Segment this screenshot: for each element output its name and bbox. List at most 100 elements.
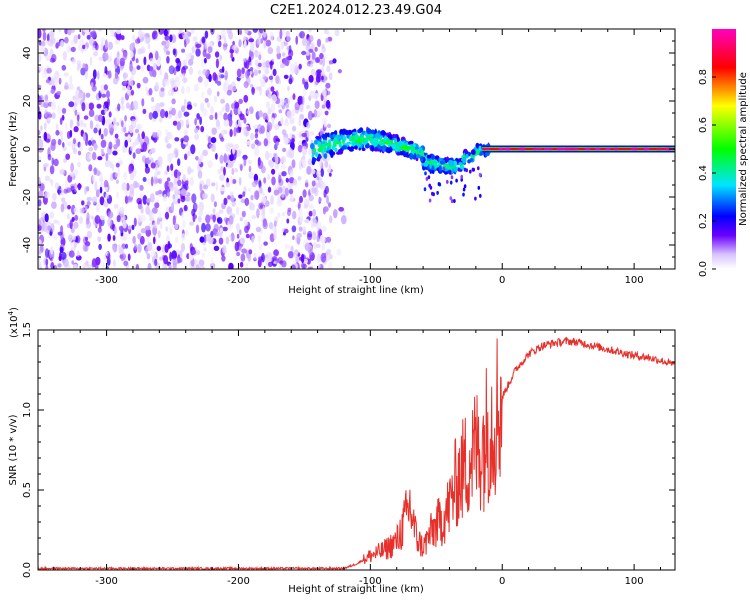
- stable-line-peak: [633, 147, 639, 151]
- noise-cell: [127, 225, 132, 230]
- noise-cell: [301, 132, 308, 138]
- noise-cell: [98, 218, 102, 229]
- noise-cell: [164, 110, 169, 118]
- noise-cell: [115, 31, 122, 40]
- signal-cell: [427, 175, 431, 180]
- noise-cell: [177, 80, 181, 87]
- noise-cell: [167, 152, 173, 162]
- noise-cell: [216, 91, 220, 97]
- noise-cell: [203, 246, 207, 252]
- noise-cell: [114, 172, 119, 178]
- noise-cell: [171, 250, 177, 260]
- noise-cell: [164, 78, 169, 83]
- noise-cell: [152, 131, 157, 138]
- noise-cell: [248, 171, 254, 179]
- noise-cell: [197, 170, 203, 179]
- noise-cell: [111, 32, 115, 37]
- spectrogram-marks: [38, 29, 675, 269]
- noise-cell: [322, 56, 326, 67]
- noise-cell: [309, 90, 314, 98]
- signal-cell: [383, 135, 388, 142]
- noise-cell: [76, 86, 81, 92]
- noise-cell: [191, 193, 197, 204]
- noise-cell: [172, 120, 178, 126]
- noise-cell: [141, 98, 145, 107]
- noise-cell: [156, 59, 161, 67]
- noise-cell: [314, 46, 318, 52]
- noise-cell: [50, 262, 55, 269]
- noise-cell: [239, 261, 244, 268]
- signal-cell: [462, 156, 467, 164]
- noise-cell: [311, 187, 318, 194]
- noise-cell: [183, 111, 190, 117]
- noise-cell: [286, 218, 290, 224]
- noise-cell: [38, 261, 42, 269]
- noise-cell: [277, 187, 283, 194]
- noise-cell: [262, 30, 267, 38]
- noise-cell: [195, 156, 199, 161]
- noise-cell: [114, 133, 119, 139]
- noise-cell: [129, 64, 134, 72]
- noise-cell: [186, 86, 191, 94]
- noise-cell: [245, 70, 250, 79]
- noise-cell: [254, 49, 258, 55]
- noise-cell: [120, 35, 125, 41]
- noise-cell: [265, 132, 271, 140]
- noise-cell: [142, 155, 146, 163]
- noise-cell: [185, 119, 189, 126]
- noise-cell: [250, 42, 255, 52]
- noise-cell: [130, 89, 135, 96]
- noise-cell: [212, 214, 216, 223]
- noise-cell: [325, 236, 332, 243]
- noise-cell: [68, 101, 75, 108]
- noise-cell: [84, 245, 89, 252]
- signal-cell: [434, 155, 439, 160]
- noise-cell: [185, 230, 189, 236]
- noise-cell: [51, 112, 56, 119]
- noise-cell: [258, 110, 263, 118]
- noise-cell: [291, 138, 295, 143]
- noise-cell: [120, 120, 124, 128]
- signal-cell: [318, 138, 322, 143]
- signal-cell: [317, 141, 321, 148]
- noise-cell: [265, 101, 270, 109]
- noise-cell: [174, 113, 179, 121]
- noise-cell: [169, 34, 173, 43]
- noise-cell: [169, 133, 173, 140]
- noise-cell: [137, 203, 143, 210]
- noise-cell: [95, 170, 101, 177]
- noise-cell: [205, 214, 211, 224]
- noise-cell: [308, 148, 313, 156]
- noise-cell: [64, 179, 68, 190]
- signal-cell: [374, 130, 377, 134]
- noise-cell: [244, 29, 249, 35]
- noise-cell: [232, 179, 237, 184]
- noise-cell: [274, 220, 277, 227]
- signal-cell: [478, 172, 482, 177]
- noise-cell: [249, 70, 253, 75]
- noise-cell: [129, 51, 134, 58]
- noise-cell: [70, 227, 75, 234]
- noise-cell: [249, 67, 254, 72]
- signal-cell: [429, 169, 433, 174]
- noise-cell: [288, 188, 294, 195]
- noise-cell: [199, 153, 204, 162]
- noise-cell: [176, 121, 181, 131]
- noise-cell: [50, 89, 55, 94]
- noise-cell: [288, 77, 293, 85]
- noise-cell: [318, 197, 322, 202]
- noise-cell: [166, 165, 170, 172]
- noise-cell: [268, 221, 274, 230]
- noise-cell: [297, 144, 303, 153]
- noise-cell: [77, 161, 81, 168]
- noise-cell: [233, 127, 237, 137]
- noise-cell: [259, 243, 263, 251]
- noise-cell: [321, 242, 325, 251]
- noise-cell: [270, 86, 275, 92]
- signal-cell: [438, 157, 443, 162]
- noise-cell: [53, 219, 58, 224]
- noise-cell: [38, 189, 44, 199]
- noise-cell: [280, 117, 284, 125]
- noise-cell: [140, 46, 146, 54]
